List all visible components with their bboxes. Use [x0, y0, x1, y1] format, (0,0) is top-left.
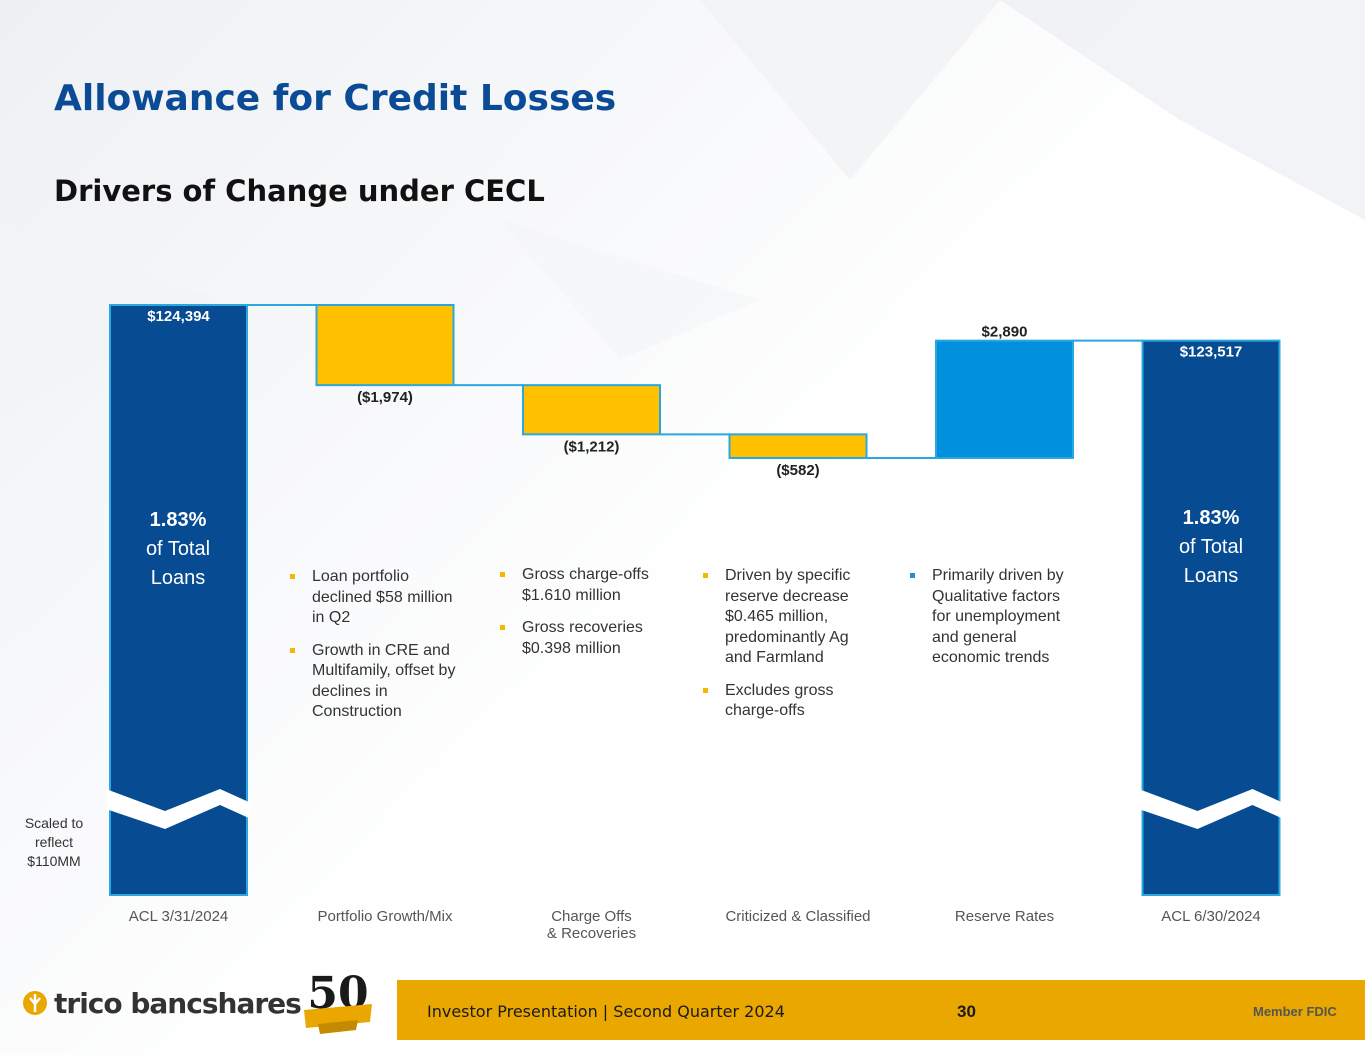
criticized-bullets: Driven by specific reserve decrease $0.4…	[699, 566, 879, 734]
bullet-item: Gross recoveries $0.398 million	[496, 618, 686, 659]
bullet-square-icon	[500, 572, 505, 577]
footer-presentation-title: Investor Presentation | Second Quarter 2…	[427, 1002, 785, 1021]
bullet-text: Gross charge-offs $1.610 million	[522, 566, 649, 604]
end-pct-line1: of Total	[1178, 536, 1244, 558]
bullet-square-icon	[500, 625, 505, 630]
end-pct-value: 1.83%	[1182, 507, 1240, 529]
bullet-square-icon	[703, 687, 708, 693]
data-label: ($1,974)	[357, 389, 413, 406]
bullet-item: Gross charge-offs $1.610 million	[496, 565, 686, 606]
category-label: ACL 6/30/2024	[1161, 908, 1261, 925]
page-subtitle: Drivers of Change under CECL	[54, 174, 545, 208]
wheat-logo-icon	[23, 991, 47, 1015]
bullet-item: Excludes gross charge-offs	[699, 681, 879, 722]
end-pct-callout: 1.83% of Total Loans	[1141, 504, 1281, 591]
start-pct-line2: Loans	[150, 567, 206, 589]
member-fdic-label: Member FDIC	[1253, 1004, 1337, 1019]
waterfall-bar	[315, 304, 455, 387]
footer-band	[397, 980, 1365, 1040]
portfolio-bullets: Loan portfolio declined $58 million in Q…	[286, 567, 466, 735]
axis-break-mark	[106, 789, 251, 829]
bullet-text: Primarily driven by Qualitative factors …	[932, 567, 1064, 666]
end-pct-line2: Loans	[1183, 565, 1239, 587]
bullet-text: Growth in CRE and Multifamily, offset by…	[312, 641, 456, 721]
category-label: Reserve Rates	[955, 908, 1054, 925]
bullet-square-icon	[290, 574, 295, 579]
bullet-item: Primarily driven by Qualitative factors …	[906, 566, 1076, 669]
data-label: ($582)	[776, 462, 819, 479]
bullet-item: Driven by specific reserve decrease $0.4…	[699, 566, 879, 669]
waterfall-chart: $124,394 ACL 3/31/2024 ($1,974) Portfolio G…	[106, 304, 1284, 942]
category-label: Portfolio Growth/Mix	[317, 908, 453, 925]
bullet-item: Growth in CRE and Multifamily, offset by…	[286, 641, 466, 723]
category-label: ACL 3/31/2024	[129, 908, 229, 925]
bullet-item: Loan portfolio declined $58 million in Q…	[286, 567, 466, 629]
start-pct-callout: 1.83% of Total Loans	[108, 506, 248, 593]
data-label: $124,394	[147, 308, 210, 325]
start-pct-line1: of Total	[145, 538, 211, 560]
logo-text: trico bancshares	[54, 986, 302, 1020]
category-label: & Recoveries	[547, 925, 636, 942]
category-label: Charge Offs	[551, 908, 632, 925]
anniversary-badge-icon: 50	[304, 968, 372, 1034]
axis-break-note-line: $110MM	[27, 853, 81, 869]
page-number: 30	[957, 1002, 976, 1021]
bullet-square-icon	[703, 573, 708, 578]
reserve-bullets: Primarily driven by Qualitative factors …	[906, 566, 1076, 681]
data-label: $2,890	[982, 324, 1028, 341]
bullet-square-icon	[290, 647, 295, 653]
start-pct-value: 1.83%	[149, 509, 207, 531]
waterfall-bar	[522, 384, 661, 436]
page-title: Allowance for Credit Losses	[54, 78, 617, 119]
axis-break-note-line: Scaled to	[24, 815, 84, 831]
bullet-text: Loan portfolio declined $58 million in Q…	[312, 568, 453, 626]
chargeoffs-bullets: Gross charge-offs $1.610 million Gross r…	[496, 565, 686, 671]
anniversary-badge: 50	[298, 964, 378, 1045]
data-label: $123,517	[1180, 344, 1243, 361]
category-label: Criticized & Classified	[725, 908, 870, 925]
trico-logo: trico bancshares	[22, 983, 302, 1023]
waterfall-bar	[935, 339, 1074, 459]
bullet-square-icon	[910, 573, 915, 578]
axis-break-mark	[1138, 789, 1284, 829]
axis-break-note: Scaled to reflect $110MM	[14, 814, 94, 871]
bullet-text: Excludes gross charge-offs	[725, 681, 834, 720]
waterfall-bar	[728, 433, 868, 459]
axis-break-note-line: reflect	[34, 834, 74, 850]
bullet-text: Driven by specific reserve decrease $0.4…	[725, 567, 851, 666]
data-label: ($1,212)	[564, 438, 620, 455]
bullet-text: Gross recoveries $0.398 million	[522, 619, 643, 657]
